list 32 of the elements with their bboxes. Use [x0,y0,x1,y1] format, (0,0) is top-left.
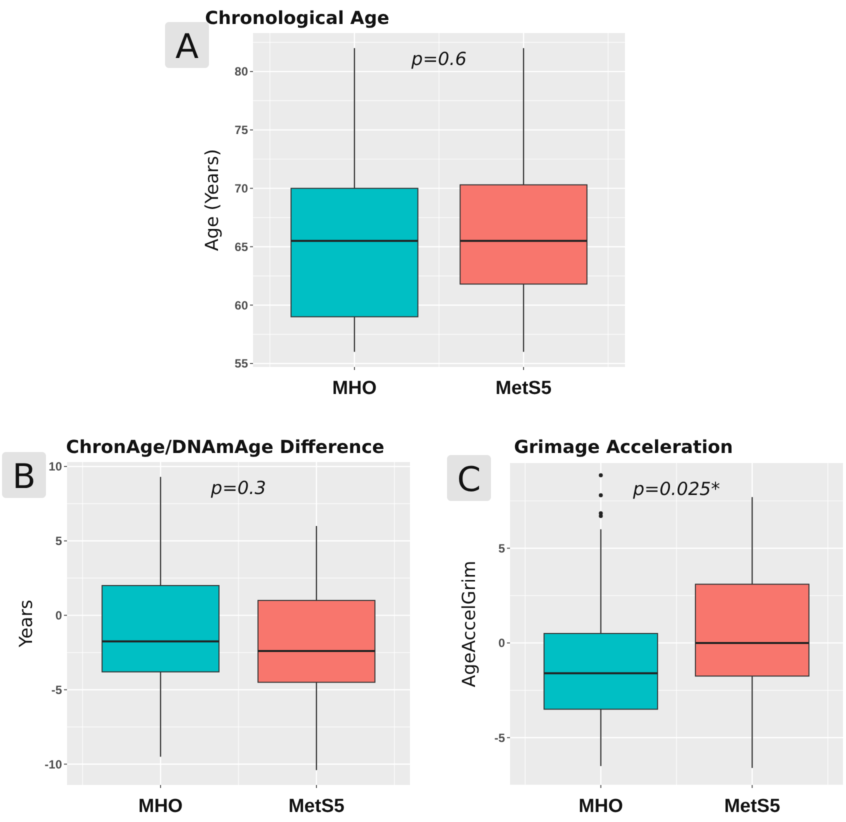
y-axis-title: Age (Years) [202,148,223,252]
y-tick-label: -5 [494,730,506,745]
y-tick-label: -5 [51,682,62,697]
y-tick-label: 55 [234,356,248,371]
chart-title: Chronological Age [205,8,390,29]
y-tick-label: 0 [55,608,62,623]
y-tick-label: 10 [48,460,62,474]
x-tick-label: MetS5 [288,796,345,817]
annotation: p=0.6 [410,49,467,70]
text: C [457,460,481,500]
text: A [175,27,199,67]
x-tick-label: MHO [578,796,623,817]
x-tick-label: MHO [138,796,183,817]
x-tick-label: MetS5 [724,796,781,817]
text: B [12,457,36,497]
y-tick-label: 60 [234,298,248,312]
chart-title: ChronAge/DNAmAge Difference [66,437,384,458]
annotation: p=0.025* [632,479,720,500]
x-tick-label: MetS5 [496,378,552,399]
annotation: p=0.3 [210,478,266,499]
y-tick-label: 80 [234,64,248,79]
y-axis-title: AgeAccelGrim [459,560,480,688]
y-tick-label: 70 [234,182,248,196]
y-tick-label: -10 [44,757,62,772]
y-tick-label: 5 [498,541,506,556]
y-tick-label: 5 [55,534,62,548]
chart-title: Grimage Acceleration [514,437,733,458]
y-tick-label: 0 [498,636,506,650]
x-tick-label: MHO [332,378,377,399]
y-tick-label: 65 [234,240,248,254]
y-tick-label: 75 [234,123,248,138]
y-axis-title: Years [16,600,37,648]
